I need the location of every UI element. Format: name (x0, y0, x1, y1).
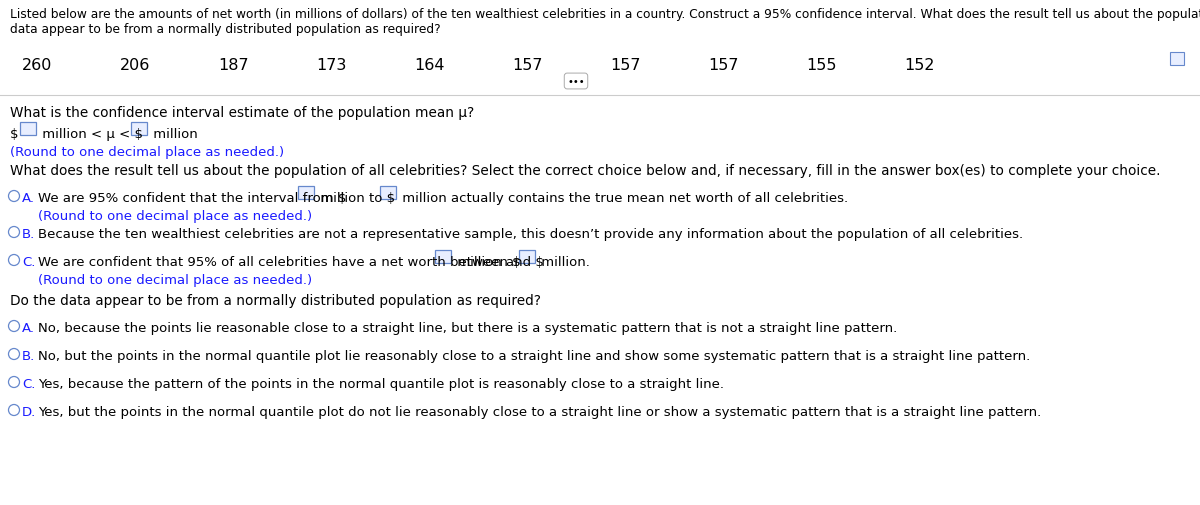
FancyBboxPatch shape (1170, 53, 1184, 66)
Text: million actually contains the true mean net worth of all celebrities.: million actually contains the true mean … (398, 191, 848, 205)
Text: We are 95% confident that the interval from $: We are 95% confident that the interval f… (38, 191, 347, 205)
Text: (Round to one decimal place as needed.): (Round to one decimal place as needed.) (10, 146, 284, 159)
Text: 164: 164 (414, 58, 444, 73)
Text: Yes, because the pattern of the points in the normal quantile plot is reasonably: Yes, because the pattern of the points i… (38, 377, 724, 390)
Text: million and $: million and $ (454, 256, 544, 269)
Text: million to $: million to $ (316, 191, 395, 205)
FancyBboxPatch shape (436, 250, 451, 263)
FancyBboxPatch shape (20, 122, 36, 135)
Text: million: million (149, 128, 198, 141)
Text: No, because the points lie reasonable close to a straight line, but there is a s: No, because the points lie reasonable cl… (38, 321, 898, 334)
Text: C.: C. (22, 377, 35, 390)
Text: 173: 173 (316, 58, 347, 73)
Text: 155: 155 (806, 58, 836, 73)
Text: C.: C. (22, 256, 35, 269)
Circle shape (8, 191, 19, 202)
Text: 157: 157 (512, 58, 542, 73)
Text: A.: A. (22, 321, 35, 334)
FancyBboxPatch shape (298, 186, 314, 199)
Text: (Round to one decimal place as needed.): (Round to one decimal place as needed.) (38, 274, 312, 286)
Text: Because the ten wealthiest celebrities are not a representative sample, this doe: Because the ten wealthiest celebrities a… (38, 228, 1024, 240)
Text: B.: B. (22, 349, 35, 362)
Text: What does the result tell us about the population of all celebrities? Select the: What does the result tell us about the p… (10, 164, 1160, 178)
FancyBboxPatch shape (520, 250, 535, 263)
Text: million.: million. (538, 256, 590, 269)
Text: B.: B. (22, 228, 35, 240)
Text: No, but the points in the normal quantile plot lie reasonably close to a straigh: No, but the points in the normal quantil… (38, 349, 1031, 362)
Text: 260: 260 (22, 58, 53, 73)
FancyBboxPatch shape (380, 186, 396, 199)
Circle shape (8, 255, 19, 266)
Circle shape (8, 321, 19, 332)
Text: (Round to one decimal place as needed.): (Round to one decimal place as needed.) (38, 210, 312, 223)
Text: D.: D. (22, 405, 36, 418)
FancyBboxPatch shape (131, 122, 148, 135)
Text: million < μ < $: million < μ < $ (38, 128, 143, 141)
Circle shape (8, 377, 19, 388)
Text: 157: 157 (708, 58, 738, 73)
Text: $: $ (10, 128, 18, 141)
Text: Yes, but the points in the normal quantile plot do not lie reasonably close to a: Yes, but the points in the normal quanti… (38, 405, 1042, 418)
Text: Do the data appear to be from a normally distributed population as required?: Do the data appear to be from a normally… (10, 293, 541, 308)
Text: What is the confidence interval estimate of the population mean μ?: What is the confidence interval estimate… (10, 106, 474, 120)
Text: •••: ••• (568, 77, 584, 87)
Circle shape (8, 227, 19, 238)
Text: 206: 206 (120, 58, 150, 73)
Circle shape (8, 349, 19, 360)
Text: We are confident that 95% of all celebrities have a net worth between $: We are confident that 95% of all celebri… (38, 256, 521, 269)
Circle shape (8, 405, 19, 416)
Text: 187: 187 (218, 58, 248, 73)
Text: A.: A. (22, 191, 35, 205)
Text: 157: 157 (610, 58, 641, 73)
Text: Listed below are the amounts of net worth (in millions of dollars) of the ten we: Listed below are the amounts of net wort… (10, 8, 1200, 36)
Text: 152: 152 (904, 58, 935, 73)
